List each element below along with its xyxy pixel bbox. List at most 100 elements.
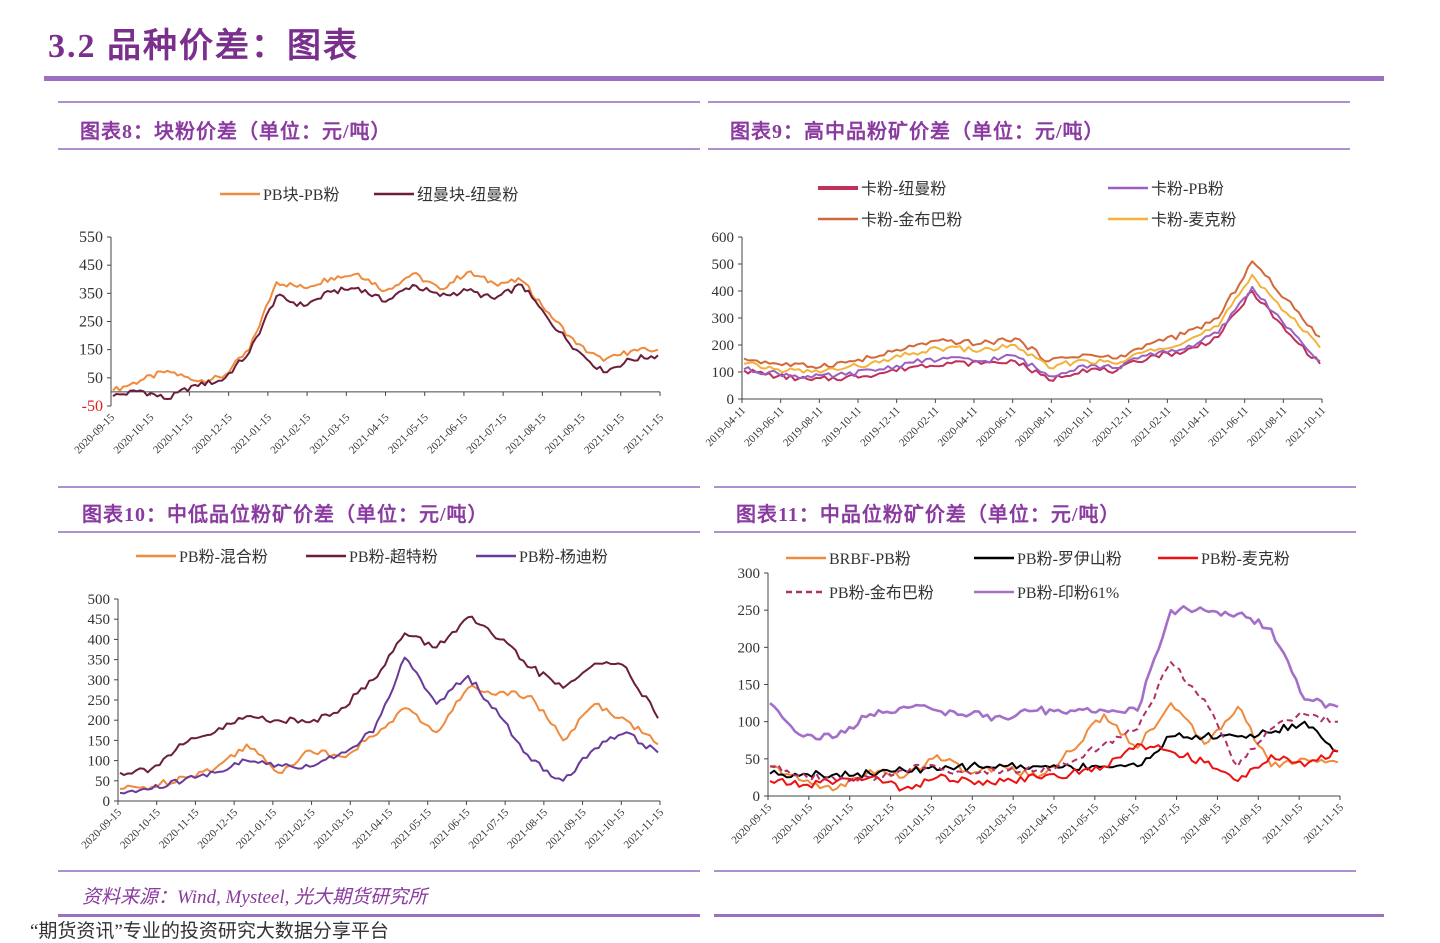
panel-rule (714, 870, 1356, 872)
c11-y-tick-label: 200 (738, 640, 761, 656)
source-note: 资料来源：Wind, Mysteel, 光大期货研究所 (82, 887, 428, 908)
c9-y-tick-label: 200 (712, 338, 735, 354)
c11-y-tick-label: 0 (753, 789, 761, 805)
c11-x-tick-label: 2021-10-15 (1260, 801, 1305, 846)
c9-y-tick-label: 100 (712, 365, 735, 381)
c9-x-tick-label: 2019-06-11 (742, 405, 786, 449)
c9-series-line (743, 260, 1321, 370)
c8-x-tick-label: 2020-12-15 (190, 411, 235, 456)
c9-series-line (743, 273, 1321, 374)
c9-y-tick-label: 0 (727, 392, 735, 408)
c9-legend-label: 卡粉-纽曼粉 (861, 180, 946, 198)
c9-legend-label: 卡粉-金布巴粉 (861, 211, 962, 229)
c8-x-tick-label: 2021-04-15 (347, 411, 392, 456)
c11-legend-label: PB粉-罗伊山粉 (1017, 550, 1122, 568)
c9-legend-label: 卡粉-麦克粉 (1151, 211, 1236, 229)
c8-x-tick-label: 2021-07-15 (464, 411, 509, 456)
chart10-title: 图表10：中低品位粉矿价差（单位：元/吨） (82, 504, 489, 526)
c11-y-tick-label: 50 (745, 752, 760, 768)
c9-x-tick-label: 2019-08-11 (781, 405, 825, 449)
c10-x-tick-label: 2021-02-15 (273, 806, 318, 851)
c9-x-tick-label: 2020-08-11 (1013, 405, 1057, 449)
c11-x-tick-label: 2021-08-15 (1179, 801, 1224, 846)
panel-rule (708, 148, 1350, 150)
panel-rule (58, 870, 700, 872)
c8-y-tick-label: -50 (82, 398, 103, 415)
chart8-title: 图表8：块粉价差（单位：元/吨） (80, 121, 392, 143)
panel-rule (708, 101, 1350, 103)
c10-x-tick-label: 2021-01-15 (234, 806, 279, 851)
c8-y-tick-label: 50 (87, 370, 103, 387)
panel-rule (58, 486, 700, 488)
c10-x-tick-label: 2021-07-15 (466, 806, 511, 851)
c11-x-tick-label: 2021-09-15 (1220, 801, 1265, 846)
c10-y-tick-label: 300 (88, 673, 111, 689)
c10-x-tick-label: 2021-11-15 (622, 806, 667, 851)
c10-y-tick-label: 450 (88, 612, 111, 628)
c11-x-tick-label: 2020-12-15 (852, 801, 897, 846)
panel-rule (58, 101, 700, 103)
c11-y-tick-label: 150 (738, 678, 761, 694)
c8-x-tick-label: 2021-01-15 (229, 411, 274, 456)
c8-series-line (112, 283, 659, 400)
c11-x-tick-label: 2020-09-15 (729, 801, 774, 846)
c10-y-tick-label: 200 (88, 713, 111, 729)
c9-y-tick-label: 400 (712, 284, 735, 300)
c8-y-tick-label: 250 (79, 314, 103, 331)
panel-rule (714, 486, 1356, 488)
panel-rule (58, 148, 700, 150)
c9-x-tick-label: 2021-08-11 (1245, 405, 1289, 449)
c10-x-tick-label: 2021-10-15 (583, 806, 628, 851)
c11-legend-label: PB粉-金布巴粉 (829, 584, 934, 602)
c10-x-tick-label: 2021-03-15 (312, 806, 357, 851)
bottom-divider (58, 914, 700, 917)
c9-x-tick-label: 2020-02-11 (897, 405, 941, 449)
c8-y-tick-label: 550 (79, 229, 103, 246)
c9-legend-label: 卡粉-PB粉 (1151, 180, 1224, 198)
c9-x-tick-label: 2020-12-11 (1090, 405, 1134, 449)
c11-x-tick-label: 2020-10-15 (770, 801, 815, 846)
bottom-divider (714, 914, 1384, 917)
c10-x-tick-label: 2020-10-15 (118, 806, 163, 851)
c11-legend-label: PB粉-印粉61% (1017, 584, 1119, 602)
c11-x-tick-label: 2021-02-15 (934, 801, 979, 846)
c9-x-tick-label: 2020-04-11 (936, 405, 980, 449)
c8-x-tick-label: 2020-09-15 (72, 411, 117, 456)
c8-x-tick-label: 2021-08-15 (504, 411, 549, 456)
c9-y-tick-label: 600 (712, 230, 735, 246)
c11-x-tick-label: 2021-07-15 (1138, 801, 1183, 846)
c9-x-tick-label: 2020-10-11 (1052, 405, 1096, 449)
c10-y-tick-label: 250 (88, 693, 111, 709)
c10-y-tick-label: 150 (88, 733, 111, 749)
c8-series-line (112, 270, 659, 392)
c8-x-tick-label: 2021-02-15 (268, 411, 313, 456)
c11-x-tick-label: 2021-03-15 (974, 801, 1019, 846)
chart9-title: 图表9：高中品粉矿价差（单位：元/吨） (730, 121, 1105, 143)
c10-legend-label: PB粉-超特粉 (349, 548, 438, 566)
c11-x-tick-label: 2021-01-15 (893, 801, 938, 846)
c9-series-line (743, 290, 1321, 382)
c11-y-tick-label: 250 (738, 603, 761, 619)
c11-x-tick-label: 2020-11-15 (811, 801, 856, 846)
c10-legend-label: PB粉-杨迪粉 (519, 548, 608, 566)
c11-x-tick-label: 2021-05-15 (1056, 801, 1101, 846)
c8-y-tick-label: 150 (79, 342, 103, 359)
c9-x-tick-label: 2020-06-11 (974, 405, 1018, 449)
c8-x-tick-label: 2020-10-15 (112, 411, 157, 456)
c11-y-tick-label: 100 (738, 715, 761, 731)
c11-legend-label: PB粉-麦克粉 (1201, 550, 1290, 568)
c11-series-line (769, 661, 1339, 783)
c10-x-tick-label: 2021-05-15 (389, 806, 434, 851)
c9-x-tick-label: 2021-04-11 (1168, 405, 1212, 449)
c10-x-tick-label: 2021-04-15 (350, 806, 395, 851)
c10-x-tick-label: 2020-09-15 (79, 806, 124, 851)
c10-x-tick-label: 2020-12-15 (195, 806, 240, 851)
c10-y-tick-label: 100 (88, 754, 111, 770)
c9-x-tick-label: 2021-10-11 (1284, 405, 1328, 449)
c10-x-tick-label: 2021-06-15 (428, 806, 473, 851)
c8-legend-label: PB块-PB粉 (263, 186, 339, 204)
c10-x-tick-label: 2021-09-15 (544, 806, 589, 851)
c10-y-tick-label: 400 (88, 632, 111, 648)
c11-legend-label: BRBF-PB粉 (829, 550, 911, 568)
